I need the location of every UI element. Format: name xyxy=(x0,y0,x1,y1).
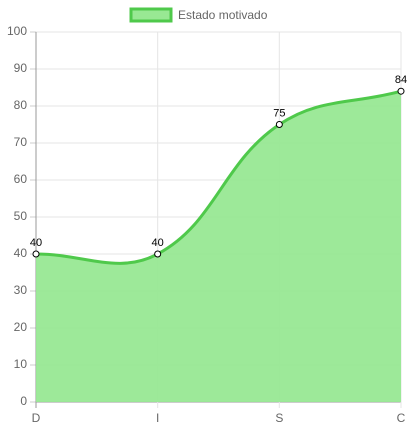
area xyxy=(36,91,401,402)
point xyxy=(32,250,40,258)
y-tick-label: 60 xyxy=(14,172,28,186)
y-tick-label: 100 xyxy=(7,24,27,38)
y-tick-label: 90 xyxy=(14,61,28,75)
y-tick-label: 70 xyxy=(14,135,28,149)
data-label: 40 xyxy=(152,237,164,249)
point xyxy=(275,121,283,128)
x-tick-label: S xyxy=(275,411,283,425)
y-tick-label: 50 xyxy=(14,209,28,223)
y-tick-label: 0 xyxy=(20,394,27,408)
y-tick-label: 40 xyxy=(14,246,28,260)
data-label: 75 xyxy=(273,107,285,119)
data-label: 84 xyxy=(395,74,407,86)
point xyxy=(397,87,405,95)
y-tick-label: 20 xyxy=(14,320,28,334)
line xyxy=(35,89,402,265)
legend-swatch xyxy=(129,7,173,23)
y-tick-label: 80 xyxy=(14,98,28,112)
x-tick-label: D xyxy=(32,411,41,425)
legend-label: Estado motivado xyxy=(178,8,268,22)
data-label: 40 xyxy=(30,237,42,249)
x-tick-label: C xyxy=(397,411,406,425)
x-tick-label: I xyxy=(156,411,159,425)
y-tick-label: 30 xyxy=(14,283,28,297)
point xyxy=(154,250,162,258)
y-tick-label: 10 xyxy=(14,357,28,371)
